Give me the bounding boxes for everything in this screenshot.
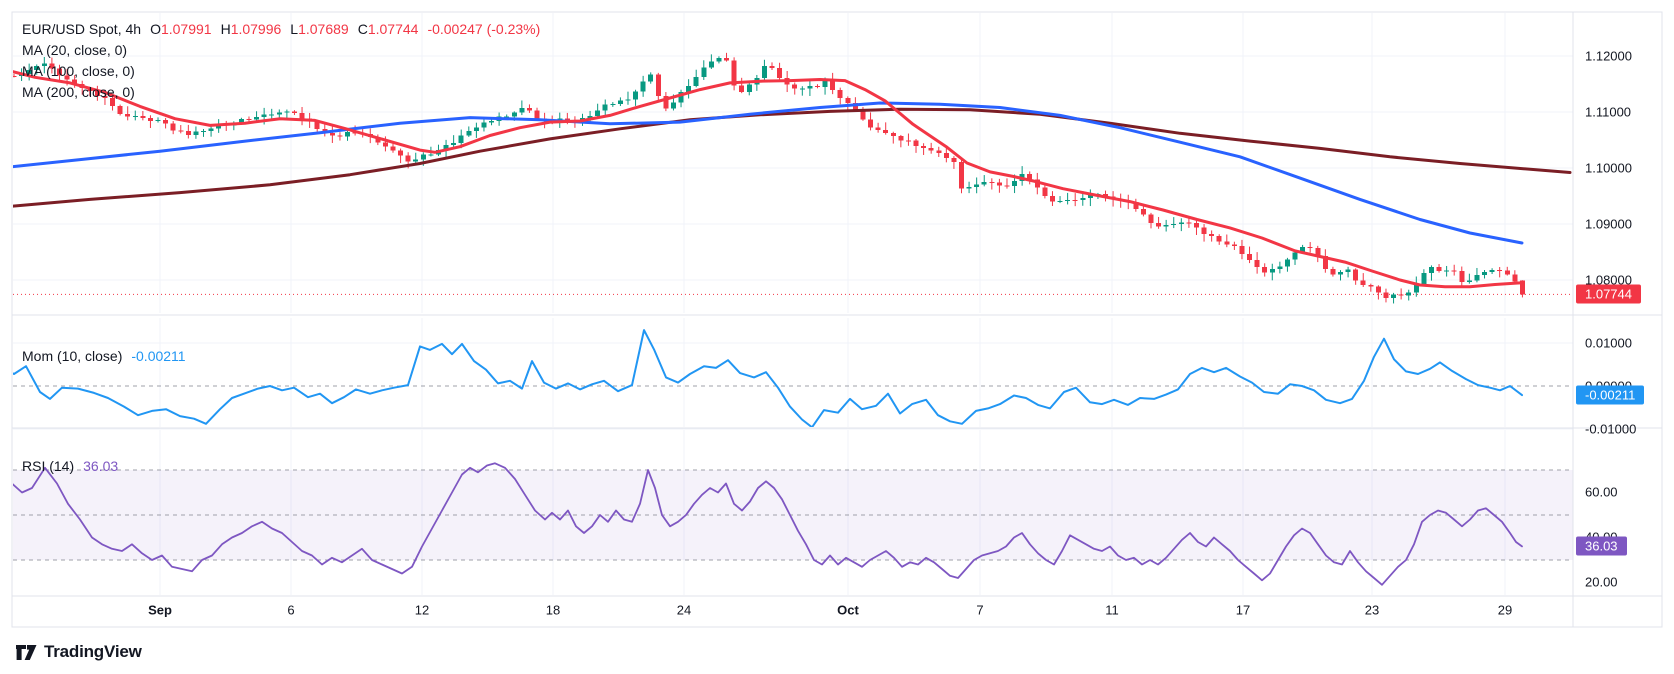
ohlc-close: C1.07744 — [357, 21, 419, 37]
rsi-value: 36.03 — [83, 458, 119, 474]
price-axis-label: 1.11000 — [1585, 104, 1632, 120]
time-axis-label: 6 — [287, 602, 295, 618]
momentum-value: -0.00211 — [131, 348, 186, 364]
mom-axis-label: 0.01000 — [1585, 335, 1632, 351]
last-price-badge: 1.07744 — [1576, 284, 1641, 304]
time-axis-label: 23 — [1364, 602, 1380, 618]
rsi-legend-row[interactable]: RSI (14) 36.03 — [22, 458, 118, 474]
ma100-label[interactable]: MA (100, close, 0) — [22, 63, 135, 79]
symbol-legend-row[interactable]: EUR/USD Spot, 4h O1.07991 H1.07996 L1.07… — [22, 21, 540, 37]
time-axis-label: 29 — [1497, 602, 1513, 618]
pane-separators — [11, 11, 1663, 628]
indicator-lines — [13, 70, 1572, 586]
grid-lines — [13, 13, 1573, 595]
ma100-line — [13, 101, 1524, 245]
tradingview-logo-link[interactable]: TradingView — [15, 641, 142, 663]
price-axis-label: 1.09000 — [1585, 216, 1632, 232]
price-axis-label: 1.08000 — [1585, 272, 1632, 288]
momentum-value-badge: -0.00211 — [1576, 385, 1645, 405]
ohlc-low: L1.07689 — [290, 21, 349, 37]
chart-frame — [11, 11, 1663, 628]
dashed-levels — [13, 385, 1573, 561]
time-axis-label: 12 — [414, 602, 430, 618]
tradingview-logo-icon — [16, 645, 37, 660]
rsi-value-badge: 36.03 — [1576, 536, 1627, 556]
time-axis-label: 11 — [1105, 602, 1119, 618]
price-change: -0.00247 (-0.23%) — [427, 21, 541, 37]
time-axis-label: 17 — [1235, 602, 1251, 618]
ma20-label[interactable]: MA (20, close, 0) — [22, 42, 128, 58]
rsi-axis-label: 20.00 — [1585, 574, 1618, 590]
momentum-line — [13, 329, 1523, 427]
rsi-axis-label: 60.00 — [1585, 484, 1618, 500]
time-axis-label: 7 — [976, 602, 984, 618]
time-axis-label: Oct — [837, 602, 859, 618]
time-axis-label: Sep — [148, 602, 172, 618]
ma20-line — [13, 70, 1524, 289]
ma200-line — [13, 107, 1572, 208]
price-axis-label: 1.12000 — [1585, 48, 1632, 64]
symbol-title[interactable]: EUR/USD Spot, 4h — [22, 21, 142, 37]
ma200-legend-row[interactable]: MA (200, close, 0) — [22, 84, 135, 100]
tradingview-wordmark: TradingView — [44, 642, 142, 661]
ma200-label[interactable]: MA (200, close, 0) — [22, 84, 135, 100]
rsi-label[interactable]: RSI (14) — [22, 458, 75, 474]
momentum-legend-row[interactable]: Mom (10, close) -0.00211 — [22, 348, 186, 364]
ma100-legend-row[interactable]: MA (100, close, 0) — [22, 63, 135, 79]
ma20-legend-row[interactable]: MA (20, close, 0) — [22, 42, 127, 58]
mom-axis-label: -0.01000 — [1585, 421, 1637, 437]
time-axis-label: 18 — [545, 602, 561, 618]
time-axis-label: 24 — [676, 602, 692, 618]
ohlc-high: H1.07996 — [220, 21, 282, 37]
ohlc-open: O1.07991 — [150, 21, 212, 37]
momentum-label[interactable]: Mom (10, close) — [22, 348, 123, 364]
rsi-line — [13, 462, 1523, 586]
price-axis-label: 1.10000 — [1585, 160, 1632, 176]
